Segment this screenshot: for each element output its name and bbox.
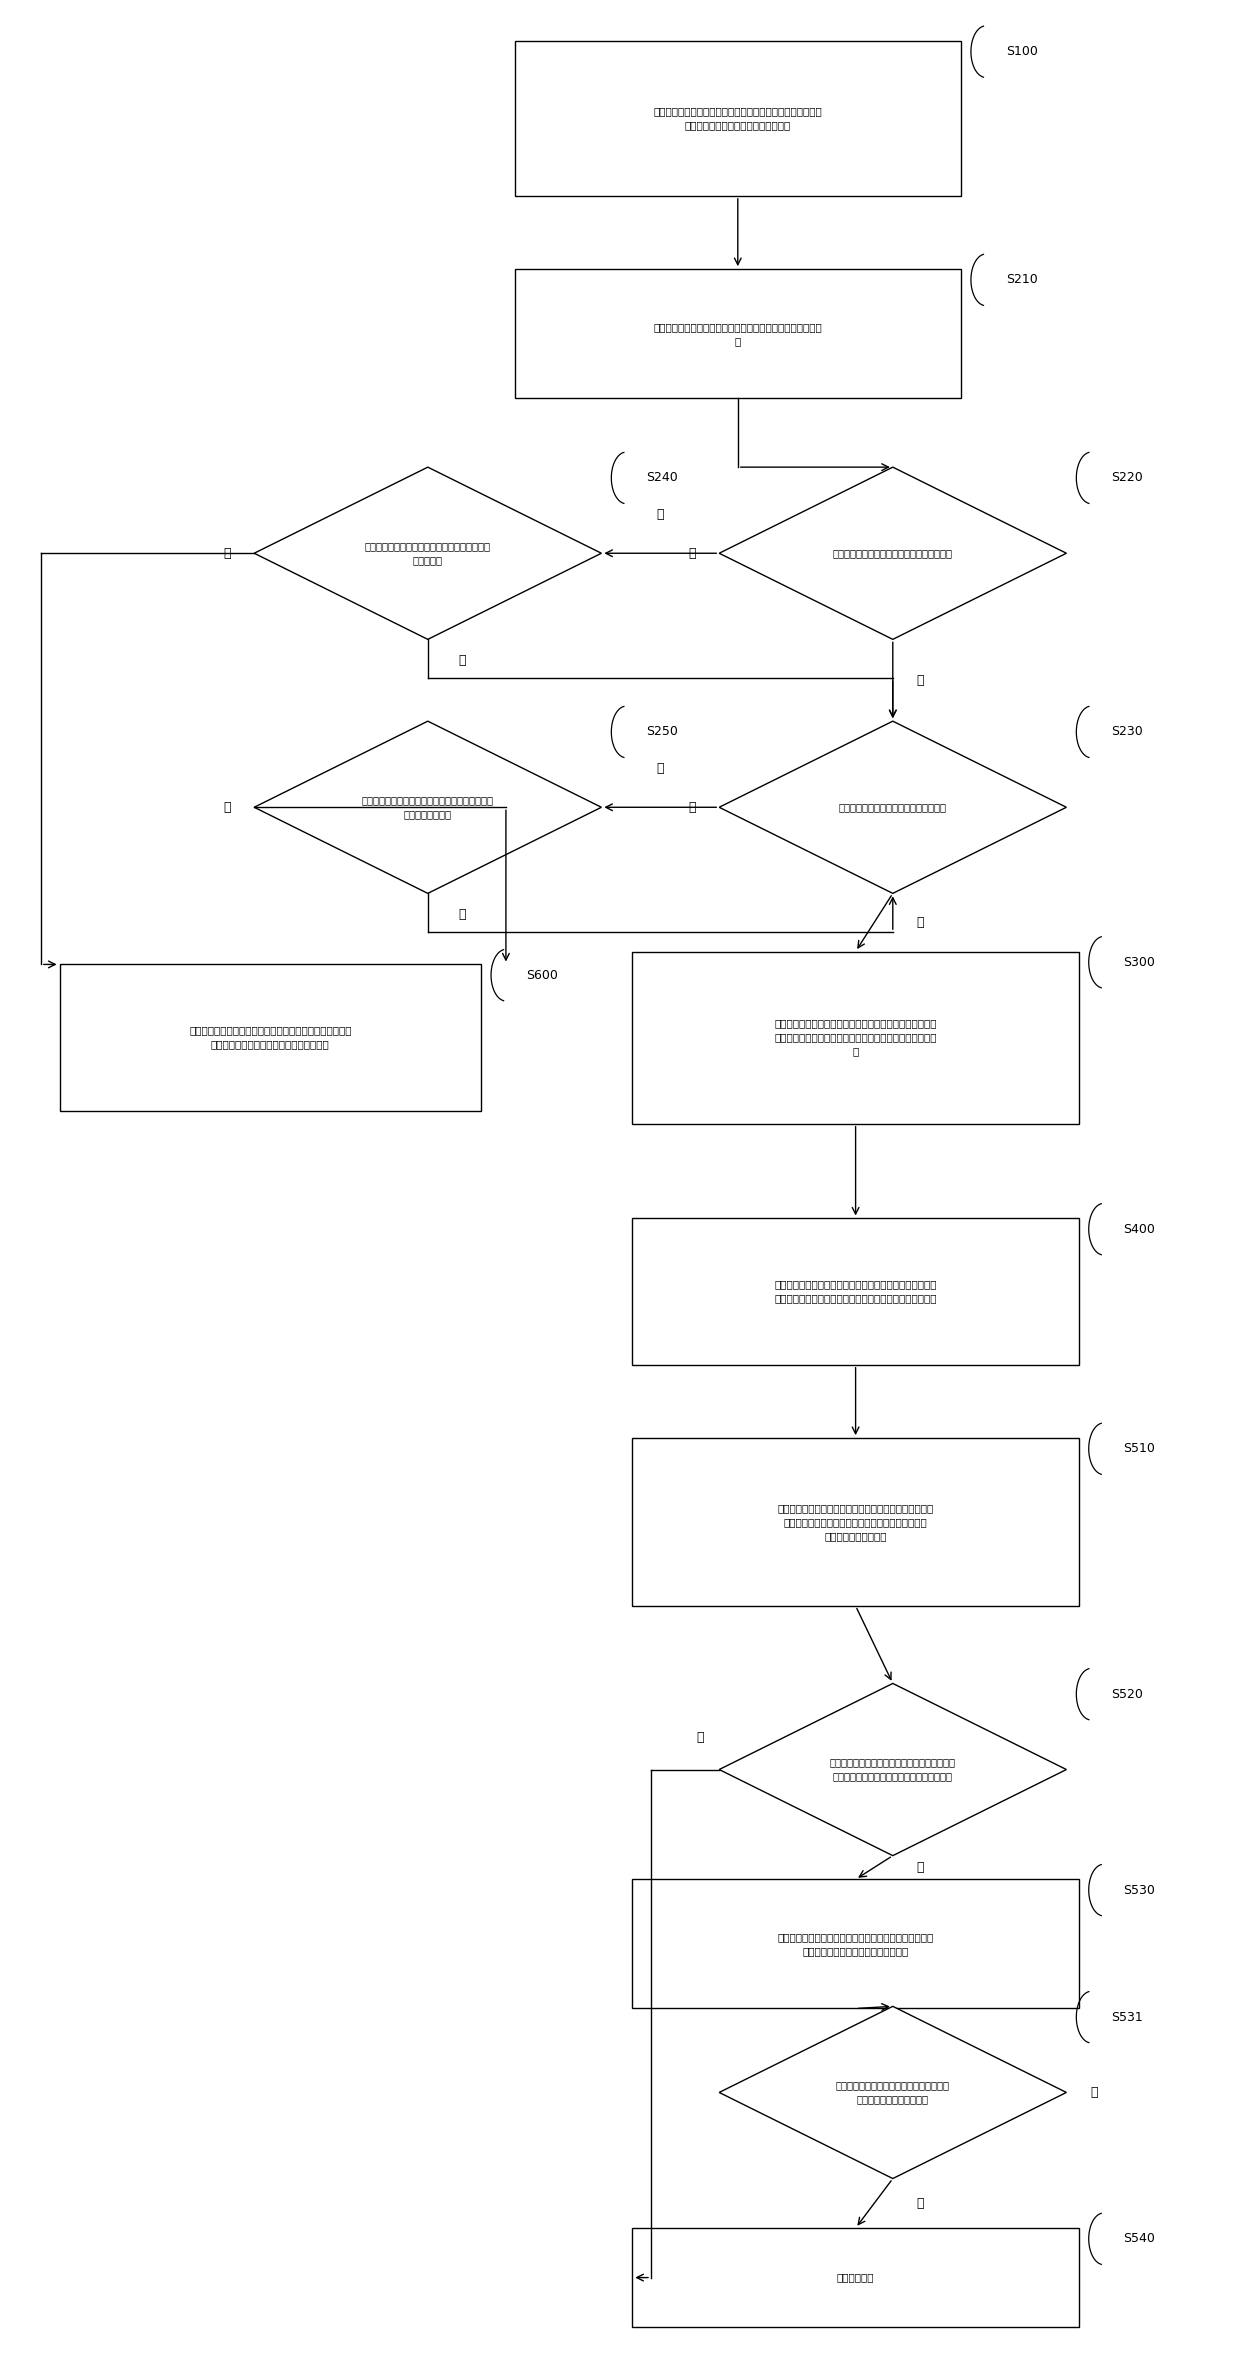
Text: 否: 否 — [656, 509, 665, 521]
Polygon shape — [719, 1684, 1066, 1857]
Polygon shape — [719, 2006, 1066, 2179]
Text: 到到预定的时间，停车费收费管理系统是否
收到车主支付本次停车费用: 到到预定的时间，停车费收费管理系统是否 收到车主支付本次停车费用 — [836, 2081, 950, 2105]
Text: 停车费收费管理系统发送允许入场的指令给停车场本地控制
系统，停车场本地控制系统接收到指令后允许待驶入车辆入
场: 停车费收费管理系统发送允许入场的指令给停车场本地控制 系统，停车场本地控制系统接… — [774, 1018, 937, 1056]
Text: S510: S510 — [1123, 1442, 1156, 1456]
Text: S300: S300 — [1123, 957, 1156, 969]
Text: 停车费收费管理系统从互信担保账户中支付本次停车费给
停车场，并通知车主支付本次停车费用: 停车费收费管理系统从互信担保账户中支付本次停车费给 停车场，并通知车主支付本次停… — [777, 1932, 934, 1956]
Text: 停车场本地控制系统获取待驶入停车场的车辆信息，并将待驶
入车辆信息发送给停车费收费管理系统: 停车场本地控制系统获取待驶入停车场的车辆信息，并将待驶 入车辆信息发送给停车费收… — [653, 107, 822, 130]
Text: 是: 是 — [916, 2198, 924, 2209]
Text: S230: S230 — [1111, 725, 1143, 739]
Text: 是: 是 — [916, 916, 924, 928]
Text: 停车费收费管理系统通知车主进行信用情况修补，
车主是否完成修补: 停车费收费管理系统通知车主进行信用情况修补， 车主是否完成修补 — [362, 796, 494, 819]
Text: S600: S600 — [526, 969, 558, 983]
Text: 本次支付完成: 本次支付完成 — [837, 2273, 874, 2283]
Text: S540: S540 — [1123, 2233, 1156, 2245]
Text: S531: S531 — [1111, 2010, 1143, 2025]
Text: S400: S400 — [1123, 1222, 1156, 1236]
Bar — [632, 2228, 1079, 2328]
Text: 否: 否 — [656, 762, 665, 774]
Text: 否: 否 — [223, 800, 231, 815]
Bar — [632, 1880, 1079, 2008]
Text: 是: 是 — [697, 1731, 704, 1743]
Bar — [515, 40, 961, 197]
Bar — [515, 270, 961, 398]
Text: S240: S240 — [646, 471, 678, 485]
Text: 停车费收费管理系统判断车主是否为签约用户: 停车费收费管理系统判断车主是否为签约用户 — [833, 549, 952, 559]
Polygon shape — [719, 722, 1066, 893]
Bar — [632, 952, 1079, 1125]
Text: S250: S250 — [646, 725, 678, 739]
Polygon shape — [254, 722, 601, 893]
Bar — [632, 1437, 1079, 1606]
Text: S100: S100 — [1006, 45, 1038, 59]
Bar — [60, 964, 481, 1111]
Text: 停车费收费管理系统通知车主进行签约，车主是
否完成签约: 停车费收费管理系统通知车主进行签约，车主是 否完成签约 — [365, 542, 491, 566]
Text: S530: S530 — [1123, 1883, 1156, 1897]
Text: 停车场本地控制系统获取待驶出停车场的车辆信息，将待驶
出车辆信息发送给停车费收费管理系统，允许车辆直接出场: 停车场本地控制系统获取待驶出停车场的车辆信息，将待驶 出车辆信息发送给停车费收费… — [774, 1279, 937, 1305]
Text: 是: 是 — [459, 909, 466, 921]
Text: 是: 是 — [916, 675, 924, 687]
Text: 停车费收费管理系统根据本次驶出停车场的车辆的待入停
车场的车辆信息和待驶出停车场的车辆车辆信息生成
停车费并生成收费单据: 停车费收费管理系统根据本次驶出停车场的车辆的待入停 车场的车辆信息和待驶出停车场… — [777, 1504, 934, 1542]
Polygon shape — [719, 466, 1066, 639]
Text: S220: S220 — [1111, 471, 1143, 485]
Text: S210: S210 — [1006, 272, 1038, 287]
Text: 否: 否 — [688, 547, 696, 559]
Bar — [632, 1220, 1079, 1364]
Text: 否: 否 — [223, 547, 231, 559]
Text: 停车费收费管理系统根据待驶入车辆信息查询待驶入车辆的车
主: 停车费收费管理系统根据待驶入车辆信息查询待驶入车辆的车 主 — [653, 322, 822, 346]
Text: 否: 否 — [688, 800, 696, 815]
Text: 停车费收费管理系统判断车主的信用情况: 停车费收费管理系统判断车主的信用情况 — [838, 803, 947, 812]
Text: 否: 否 — [1090, 2086, 1097, 2098]
Text: S520: S520 — [1111, 1688, 1143, 1700]
Polygon shape — [254, 466, 601, 639]
Text: 停车费收费管理系统从车主的电子支付账户中自
动扣除停车费支付停车场，判断支付是否成功: 停车费收费管理系统从车主的电子支付账户中自 动扣除停车费支付停车场，判断支付是否… — [830, 1757, 956, 1781]
Text: 否: 否 — [916, 1861, 924, 1873]
Text: 是: 是 — [459, 654, 466, 668]
Text: 停车费收费管理系统发送不允许入场的指令，停车场本地控
制系统接收到指令后不允许待驶入车辆入场: 停车费收费管理系统发送不允许入场的指令，停车场本地控 制系统接收到指令后不允许待… — [188, 1025, 352, 1049]
